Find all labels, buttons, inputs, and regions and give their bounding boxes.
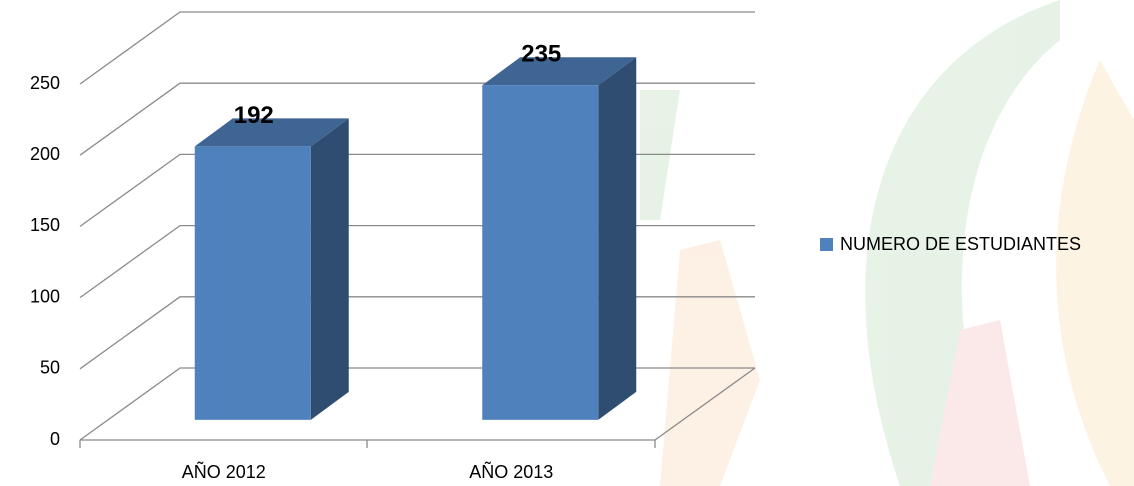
data-label: 192: [234, 102, 274, 129]
y-tick-label: 200: [30, 144, 60, 164]
y-tick-label: 250: [30, 73, 60, 93]
bar: [482, 57, 637, 420]
grid-line: [79, 224, 755, 299]
bar-top: [194, 118, 349, 147]
bar-top: [482, 57, 637, 86]
bar-front: [194, 146, 311, 420]
y-tick-label: 150: [30, 215, 60, 235]
grid-line: [79, 367, 756, 441]
grid-line: [79, 11, 755, 85]
y-tick-label: 50: [40, 358, 60, 378]
data-label: 235: [521, 41, 561, 68]
y-tick-label: 100: [30, 286, 60, 306]
bar: [194, 118, 349, 420]
legend-label: NUMERO DE ESTUDIANTES: [840, 234, 1081, 254]
legend-swatch: [820, 238, 833, 251]
y-tick-label: 0: [50, 429, 60, 449]
x-tick-label: AÑO 2013: [469, 461, 553, 482]
background-decoration: [640, 0, 1134, 486]
bar-side: [598, 57, 637, 420]
bar-side: [310, 118, 349, 420]
x-tick-label: AÑO 2012: [182, 461, 266, 482]
plot-area: [79, 11, 756, 441]
grid-line: [79, 296, 755, 370]
bar-front: [482, 85, 599, 420]
